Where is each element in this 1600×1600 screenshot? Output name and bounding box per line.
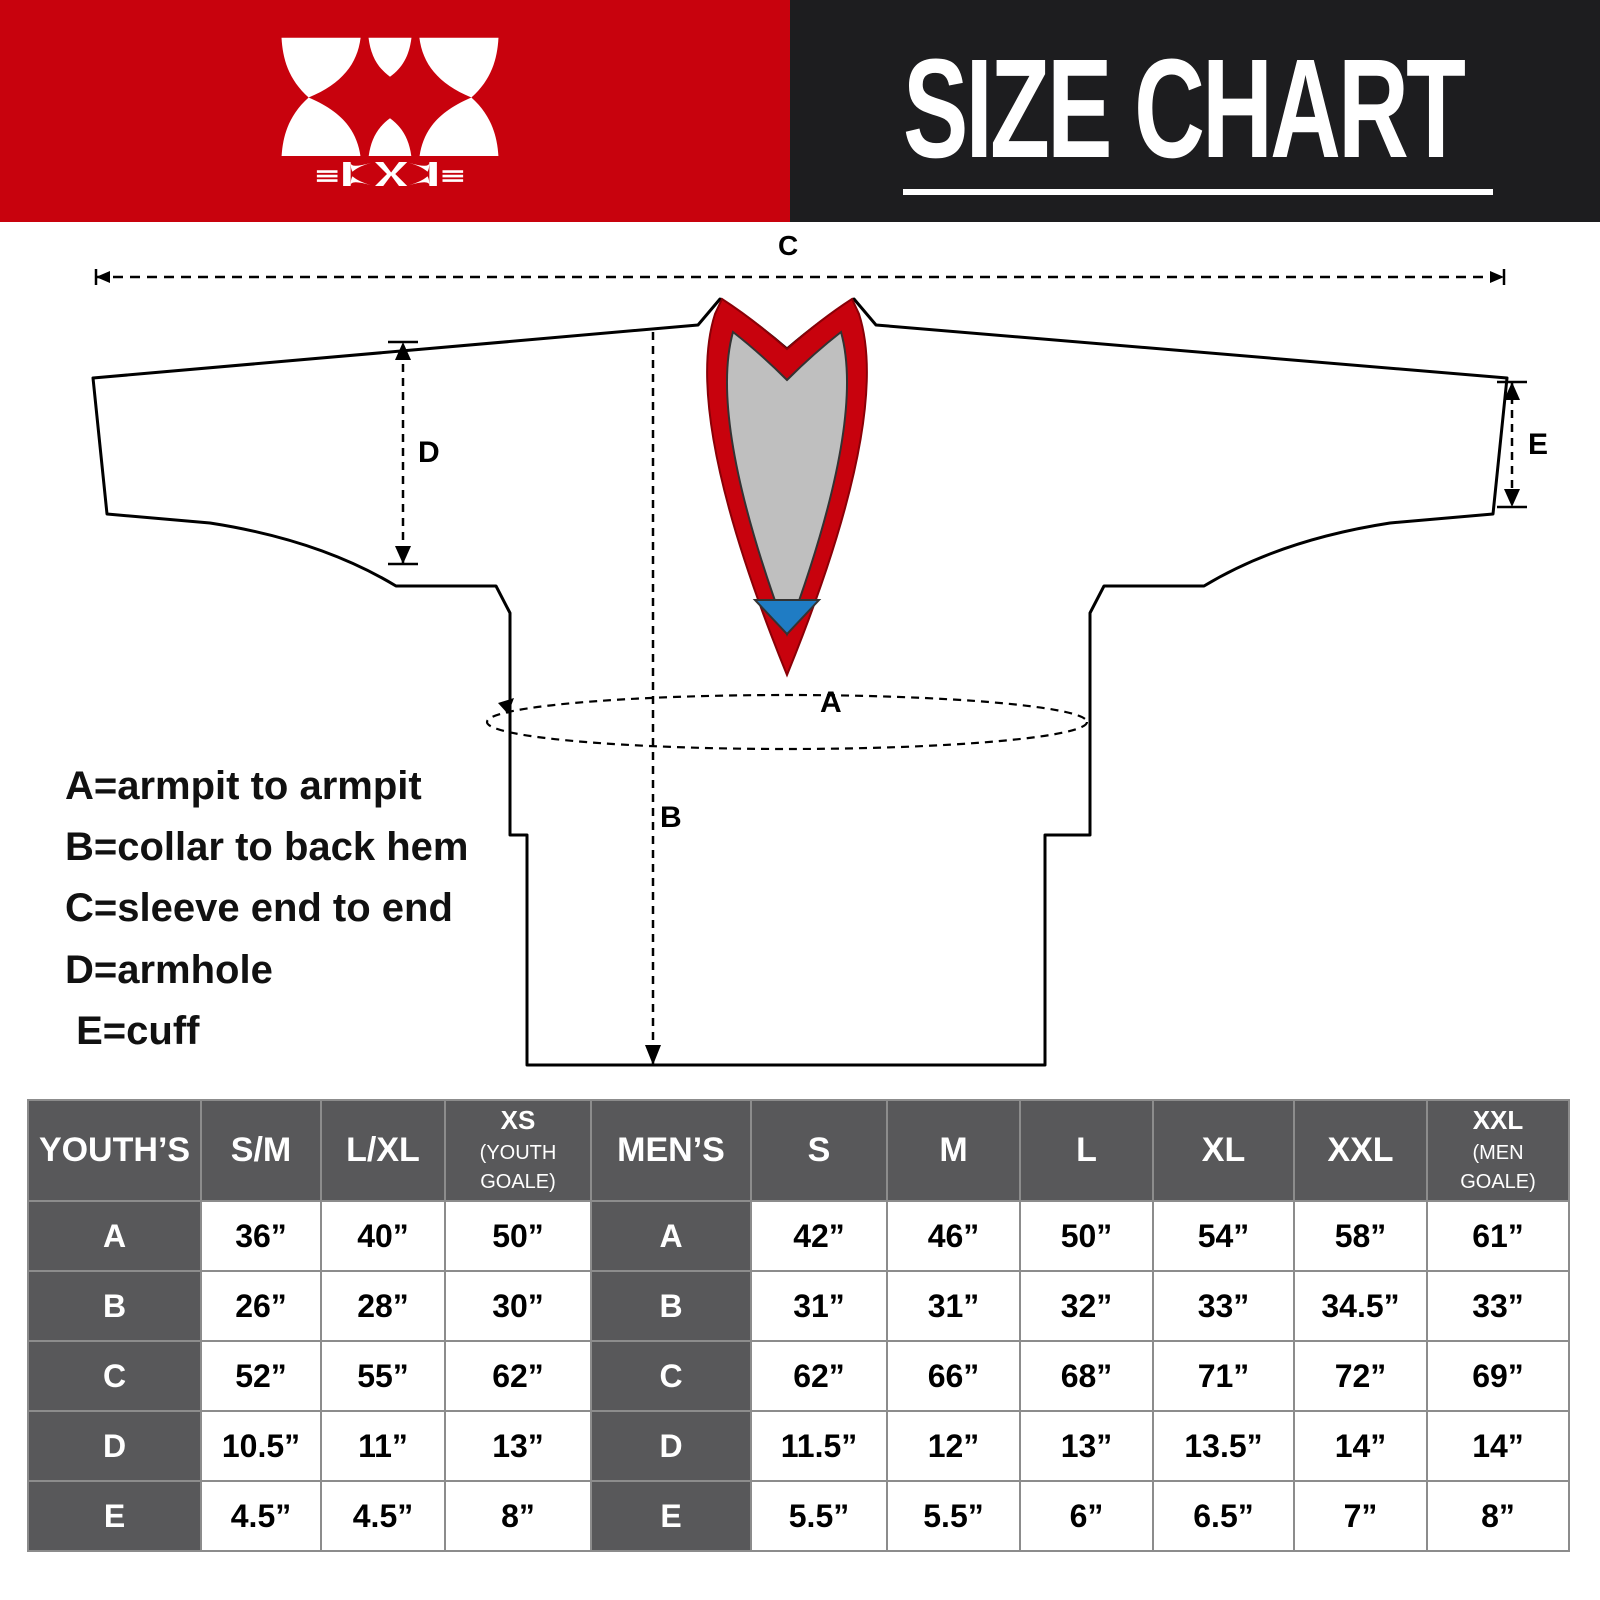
svg-text:B: B — [660, 801, 682, 834]
svg-text:A: A — [820, 686, 842, 719]
svg-text:E: E — [1528, 428, 1548, 461]
svg-text:D: D — [418, 436, 440, 469]
